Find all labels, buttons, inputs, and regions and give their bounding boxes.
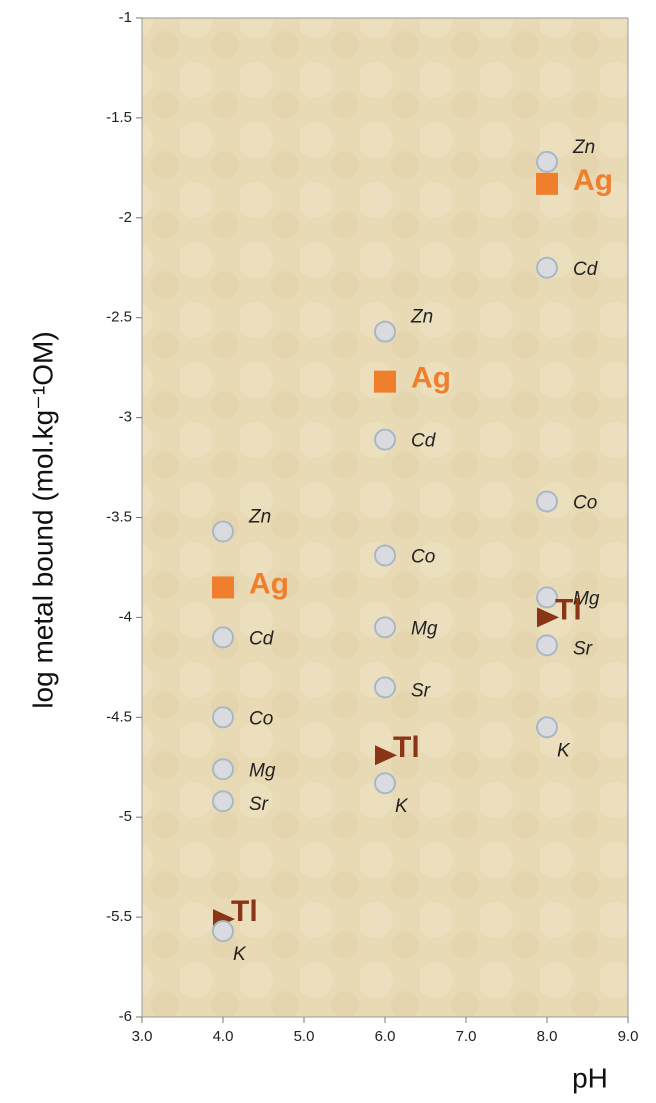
point-label: Co — [249, 708, 273, 729]
point-triangle — [537, 607, 559, 628]
point-label: Zn — [410, 307, 433, 328]
point-triangle — [375, 745, 397, 766]
point-label: Ag — [573, 164, 613, 197]
point-label: Tl — [555, 593, 582, 626]
point-label: K — [233, 944, 247, 965]
point-label: Sr — [573, 638, 593, 659]
y-tick-label: -3.5 — [106, 508, 132, 525]
point-circle — [374, 320, 396, 343]
point-label: Tl — [231, 895, 258, 928]
y-tick-label: -4 — [119, 608, 132, 625]
y-tick-label: -5.5 — [106, 908, 132, 925]
point-label: Sr — [249, 794, 269, 815]
point-circle — [536, 586, 558, 609]
x-tick-label: 5.0 — [294, 1028, 315, 1045]
y-tick-label: -5 — [119, 808, 132, 825]
point-circle — [374, 772, 396, 795]
point-label: Mg — [573, 588, 600, 609]
x-tick-label: 8.0 — [537, 1028, 558, 1045]
point-label: Zn — [572, 137, 595, 158]
point-circle — [212, 790, 234, 813]
point-circle — [212, 626, 234, 649]
y-tick-label: -2.5 — [106, 309, 132, 326]
point-label: K — [557, 740, 571, 761]
point-label: Cd — [249, 628, 275, 649]
point-circle — [536, 716, 558, 739]
point-label: Mg — [411, 618, 438, 639]
point-label: Sr — [411, 680, 431, 701]
point-square — [374, 370, 396, 393]
point-square — [212, 576, 234, 599]
point-label: Tl — [393, 731, 420, 764]
y-tick-label: -4.5 — [106, 708, 132, 725]
point-square — [536, 172, 558, 195]
point-circle — [536, 150, 558, 173]
point-circle — [374, 428, 396, 451]
y-axis-label: log metal bound (mol.kg⁻¹OM) — [27, 331, 58, 708]
point-circle — [536, 256, 558, 279]
point-label: Co — [573, 493, 597, 514]
point-circle — [212, 520, 234, 543]
point-circle — [374, 676, 396, 699]
point-circle — [212, 758, 234, 781]
point-circle — [212, 920, 234, 943]
point-label: Zn — [248, 507, 271, 528]
y-tick-label: -1.5 — [106, 109, 132, 126]
point-circle — [536, 490, 558, 513]
point-label: Ag — [249, 567, 289, 600]
point-circle — [212, 706, 234, 729]
x-tick-label: 7.0 — [456, 1028, 477, 1045]
x-tick-label: 9.0 — [618, 1028, 639, 1045]
point-circle — [374, 544, 396, 567]
y-tick-label: -1 — [119, 9, 132, 26]
point-label: Co — [411, 546, 435, 567]
point-label: Ag — [411, 362, 451, 395]
point-label: Cd — [573, 259, 599, 280]
y-tick-label: -6 — [119, 1008, 132, 1025]
x-tick-label: 6.0 — [375, 1028, 396, 1045]
x-tick-label: 4.0 — [213, 1028, 234, 1045]
y-tick-label: -3 — [119, 409, 132, 426]
point-label: Cd — [411, 431, 437, 452]
point-circle — [536, 634, 558, 657]
point-circle — [374, 616, 396, 639]
point-label: Mg — [249, 760, 276, 781]
y-tick-label: -2 — [119, 209, 132, 226]
x-axis-label: pH — [572, 1062, 608, 1093]
x-tick-label: 3.0 — [132, 1028, 153, 1045]
point-label: K — [395, 796, 409, 817]
